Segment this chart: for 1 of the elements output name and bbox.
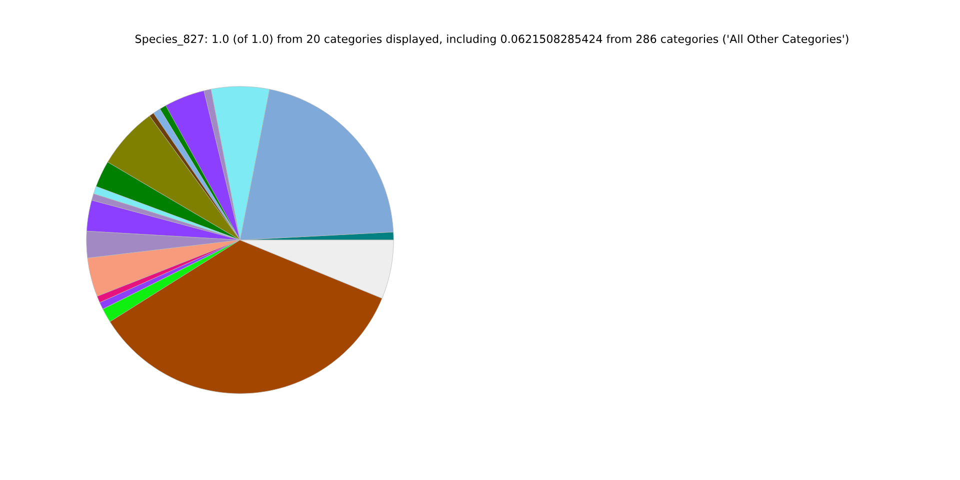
text: Species_827: 1.0 (of 1.0) from 20 categories displayed, including 0.0621508285424 from 286 categories ('All Other Categories') — [135, 34, 848, 46]
